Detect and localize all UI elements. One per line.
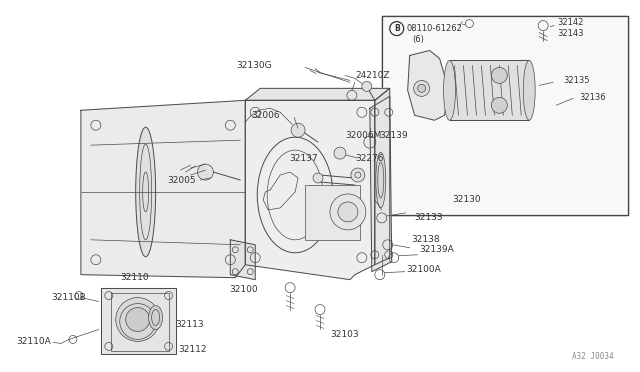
Text: 32113: 32113 bbox=[175, 320, 204, 329]
Circle shape bbox=[334, 147, 346, 159]
Text: 32100: 32100 bbox=[230, 285, 258, 294]
Text: 08110-61262: 08110-61262 bbox=[406, 24, 463, 33]
Circle shape bbox=[492, 97, 508, 113]
Text: 32130: 32130 bbox=[452, 195, 481, 205]
Polygon shape bbox=[81, 100, 245, 278]
Circle shape bbox=[351, 168, 365, 182]
Text: (6): (6) bbox=[413, 35, 424, 44]
Ellipse shape bbox=[524, 61, 535, 120]
Text: 32137: 32137 bbox=[289, 154, 318, 163]
Ellipse shape bbox=[376, 152, 386, 208]
Text: 32006: 32006 bbox=[252, 111, 280, 120]
Circle shape bbox=[313, 173, 323, 183]
Text: 32139A: 32139A bbox=[420, 245, 454, 254]
Bar bbox=[382, 16, 628, 215]
Text: 32135: 32135 bbox=[563, 76, 589, 85]
Text: 32143: 32143 bbox=[557, 29, 584, 38]
Text: 32276: 32276 bbox=[355, 154, 383, 163]
Ellipse shape bbox=[136, 127, 156, 257]
Ellipse shape bbox=[444, 61, 456, 120]
Polygon shape bbox=[408, 51, 447, 120]
Polygon shape bbox=[245, 100, 375, 280]
Circle shape bbox=[413, 80, 429, 96]
Text: 32006M: 32006M bbox=[345, 131, 381, 140]
Circle shape bbox=[492, 67, 508, 83]
Text: 32110: 32110 bbox=[120, 273, 148, 282]
Polygon shape bbox=[375, 89, 390, 265]
Text: 32130G: 32130G bbox=[237, 61, 272, 70]
Text: 32005: 32005 bbox=[167, 176, 195, 185]
Bar bbox=[382, 16, 628, 215]
Text: 24210Z: 24210Z bbox=[355, 71, 389, 80]
Text: B: B bbox=[394, 24, 399, 33]
Text: 32112: 32112 bbox=[179, 345, 207, 354]
Text: 32138: 32138 bbox=[412, 235, 440, 244]
Polygon shape bbox=[449, 61, 529, 120]
Circle shape bbox=[125, 308, 150, 331]
Circle shape bbox=[418, 84, 426, 92]
Text: 32110B: 32110B bbox=[51, 293, 86, 302]
Text: 32136: 32136 bbox=[579, 93, 605, 102]
Bar bbox=[305, 185, 360, 240]
Polygon shape bbox=[230, 240, 255, 280]
Text: 32139: 32139 bbox=[380, 131, 408, 140]
Text: 32100A: 32100A bbox=[406, 265, 442, 274]
Circle shape bbox=[330, 194, 366, 230]
Polygon shape bbox=[370, 96, 392, 272]
Ellipse shape bbox=[148, 305, 163, 330]
Circle shape bbox=[338, 202, 358, 222]
Text: 32142: 32142 bbox=[557, 18, 584, 27]
Polygon shape bbox=[101, 288, 175, 355]
Text: A32 J0034: A32 J0034 bbox=[572, 352, 614, 361]
Circle shape bbox=[116, 298, 159, 341]
Circle shape bbox=[362, 81, 372, 92]
Circle shape bbox=[291, 123, 305, 137]
Text: 32103: 32103 bbox=[330, 330, 358, 339]
Text: 32133: 32133 bbox=[415, 214, 444, 222]
Circle shape bbox=[198, 164, 213, 180]
Text: 32110A: 32110A bbox=[16, 337, 51, 346]
Polygon shape bbox=[245, 89, 390, 100]
